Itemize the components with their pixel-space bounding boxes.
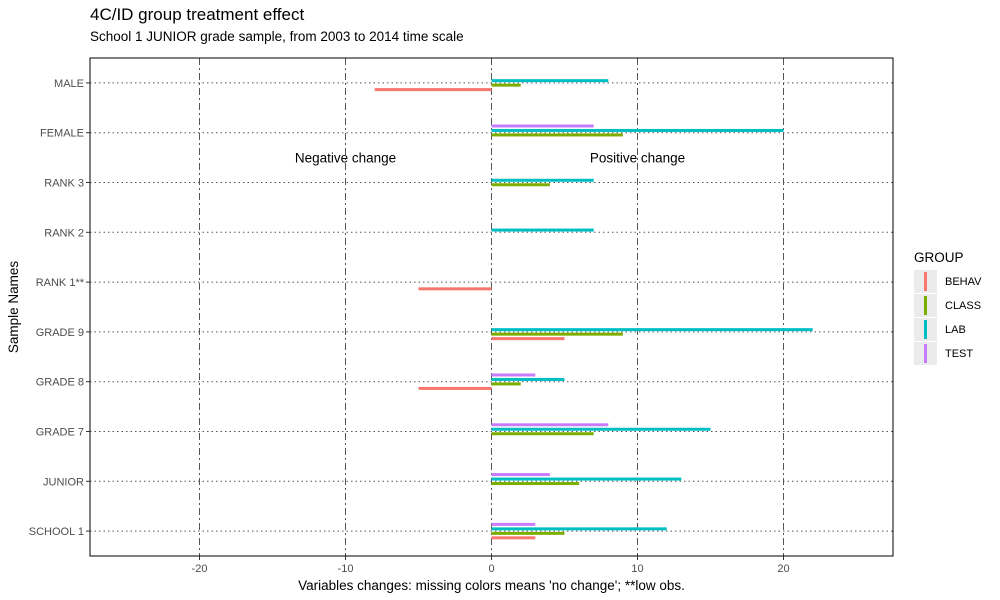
bar-behav <box>418 386 492 390</box>
bar-class <box>491 432 594 436</box>
bar-lab <box>491 527 667 531</box>
chart-title: 4C/ID group treatment effect <box>90 5 305 24</box>
legend-title: GROUP <box>914 250 964 265</box>
legend-label: TEST <box>945 348 973 360</box>
y-tick-label: JUNIOR <box>43 476 84 488</box>
bar-lab <box>491 477 682 481</box>
bar-lab <box>491 228 594 232</box>
y-tick-label: RANK 1** <box>36 277 85 289</box>
legend-label: CLASS <box>945 300 981 312</box>
x-tick-label: 0 <box>488 563 494 575</box>
y-tick-label: SCHOOL 1 <box>29 526 84 538</box>
bar-behav <box>418 287 492 291</box>
bars-layer <box>374 79 813 540</box>
bar-behav <box>491 536 536 540</box>
bar-test <box>491 522 536 526</box>
bar-class <box>491 183 550 187</box>
bar-test <box>491 473 550 477</box>
x-tick-label: -10 <box>338 563 354 575</box>
y-tick-label: FEMALE <box>40 128 84 140</box>
y-tick-label: RANK 3 <box>44 178 84 190</box>
annotation-label: Negative change <box>295 151 396 166</box>
bar-test <box>491 124 594 128</box>
bar-class <box>491 382 521 386</box>
x-tick-label: -20 <box>192 563 208 575</box>
bar-behav <box>374 88 492 92</box>
chart-subtitle: School 1 JUNIOR grade sample, from 2003 … <box>90 29 464 44</box>
legend-key-behav <box>924 272 927 291</box>
legend: GROUP BEHAV CLASS LAB TEST <box>914 250 982 365</box>
x-tick-label: 20 <box>777 563 789 575</box>
ticks-layer: -20 -10 0 10 20 SCHOOL 1 JUNIOR GRADE 7 GRADE 8 G… <box>29 78 790 575</box>
annotation-label: Positive change <box>590 151 685 166</box>
bar-class <box>491 332 623 336</box>
bar-class <box>491 83 521 87</box>
x-axis-title: Variables changes: missing colors means … <box>298 578 685 593</box>
bar-lab <box>491 427 711 431</box>
legend-key-test <box>924 344 927 363</box>
bar-class <box>491 531 565 535</box>
bar-lab <box>491 178 594 182</box>
legend-label: BEHAV <box>945 276 982 288</box>
bar-test <box>491 423 609 427</box>
bar-lab <box>491 128 784 132</box>
bar-test <box>491 373 536 377</box>
legend-key-lab <box>924 320 927 339</box>
x-tick-label: 10 <box>631 563 643 575</box>
y-axis-title: Sample Names <box>6 261 21 354</box>
bar-class <box>491 482 580 486</box>
bar-lab <box>491 377 565 381</box>
bar-lab <box>491 79 609 83</box>
bar-class <box>491 133 623 137</box>
y-tick-label: MALE <box>54 78 84 90</box>
bar-behav <box>491 337 565 341</box>
bar-lab <box>491 328 813 332</box>
y-tick-label: GRADE 8 <box>36 377 84 389</box>
y-tick-label: RANK 2 <box>44 227 84 239</box>
y-tick-label: GRADE 9 <box>36 327 84 339</box>
annotations-layer: Negative change Positive change <box>295 151 685 166</box>
legend-label: LAB <box>945 324 966 336</box>
legend-key-class <box>924 296 927 315</box>
grid-layer <box>90 58 893 556</box>
y-tick-label: GRADE 7 <box>36 427 84 439</box>
